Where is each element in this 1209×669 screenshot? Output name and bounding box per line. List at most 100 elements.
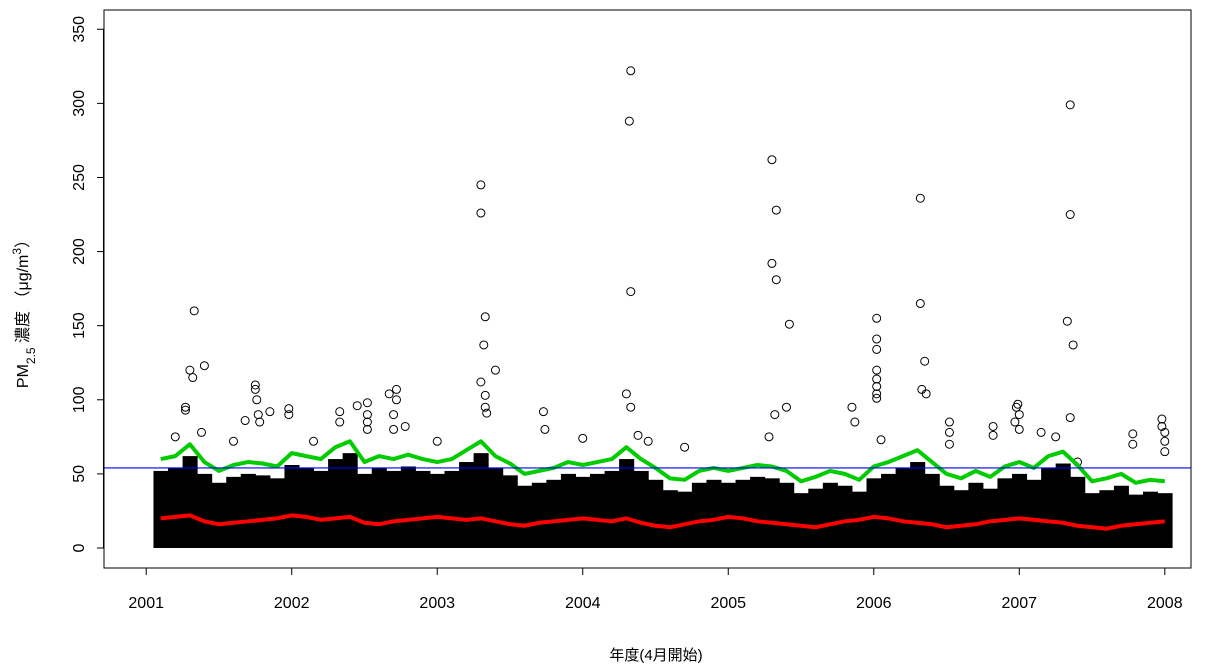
point	[400, 421, 410, 431]
point	[578, 433, 588, 443]
dense-band	[1084, 493, 1100, 548]
dense-band	[1128, 494, 1144, 548]
point	[1068, 340, 1078, 350]
dense-band	[808, 488, 824, 548]
point	[188, 373, 198, 383]
dense-band	[1012, 473, 1028, 548]
dense-band	[1099, 490, 1115, 548]
point	[1051, 432, 1061, 442]
y-tick-label: 100	[71, 386, 88, 413]
point	[643, 436, 653, 446]
point	[284, 410, 294, 420]
point	[480, 312, 490, 322]
point	[229, 436, 239, 446]
y-tick-label: 50	[71, 465, 88, 483]
dense-band	[400, 466, 416, 548]
dense-band	[837, 485, 853, 548]
point	[432, 436, 442, 446]
dense-band	[473, 453, 489, 548]
dense-band	[429, 473, 446, 548]
point	[309, 436, 319, 446]
dense-band	[197, 473, 213, 548]
point	[626, 402, 636, 412]
point	[781, 402, 791, 412]
y-axis-label-part: 2.5	[24, 347, 38, 364]
dense-band	[357, 473, 373, 548]
point	[771, 275, 781, 285]
x-tick-label: 2007	[1001, 595, 1037, 612]
point	[1065, 210, 1075, 220]
dense-band	[691, 482, 707, 548]
point	[872, 381, 882, 391]
point	[850, 417, 860, 427]
point	[872, 393, 882, 403]
y-axis-label-part: 3	[10, 248, 24, 255]
dense-band	[517, 485, 533, 548]
dense-band	[1113, 485, 1129, 548]
point	[1014, 410, 1024, 420]
point	[362, 417, 372, 427]
dense-band	[1157, 493, 1173, 548]
point	[362, 410, 372, 420]
point	[252, 395, 262, 405]
dense-band	[502, 475, 518, 548]
point	[482, 408, 492, 418]
dense-band	[895, 467, 911, 548]
point	[476, 208, 486, 218]
point	[621, 389, 631, 399]
dense-band	[822, 482, 838, 548]
point	[538, 407, 548, 417]
point	[352, 401, 362, 411]
point	[624, 116, 634, 126]
point	[189, 306, 199, 316]
dense-band	[750, 476, 766, 548]
point	[872, 365, 882, 375]
dense-band	[793, 493, 809, 548]
dense-band	[590, 473, 606, 548]
dense-band	[240, 473, 256, 548]
dense-band	[953, 490, 969, 548]
y-tick-label: 0	[71, 543, 88, 552]
point	[479, 340, 489, 350]
point	[920, 356, 930, 366]
dense-band	[342, 453, 358, 548]
x-tick-label: 2002	[274, 595, 310, 612]
point	[921, 389, 931, 399]
point	[389, 424, 399, 434]
point	[335, 417, 345, 427]
dense-band	[604, 470, 620, 548]
y-axis-label: PM2.5 濃度 （μg/m3）	[10, 232, 38, 388]
point	[476, 377, 486, 387]
point	[915, 193, 925, 203]
dense-band	[968, 482, 984, 548]
dense-band	[182, 456, 198, 548]
point	[1065, 100, 1075, 110]
point	[944, 427, 954, 437]
dense-band	[488, 467, 504, 548]
y-tick-label: 150	[71, 312, 88, 339]
point	[196, 427, 206, 437]
dense-band	[560, 473, 576, 548]
dense-band	[764, 478, 780, 548]
point	[626, 287, 636, 297]
point	[391, 384, 401, 394]
point	[362, 424, 372, 434]
point	[944, 417, 954, 427]
y-axis-label-part: PM	[15, 364, 32, 388]
series-line	[160, 513, 1166, 531]
dense-band	[633, 470, 649, 548]
x-tick-label: 2001	[128, 595, 164, 612]
point	[764, 432, 774, 442]
point	[250, 380, 260, 390]
dense-band	[255, 475, 271, 548]
point	[770, 410, 780, 420]
point	[476, 180, 486, 190]
point	[1160, 436, 1170, 446]
dense-band	[546, 479, 562, 548]
point	[633, 430, 643, 440]
dense-band	[735, 479, 751, 548]
point	[384, 389, 394, 399]
y-tick-label: 300	[71, 90, 88, 117]
x-axis-label: 年度(4月開始)	[609, 647, 702, 664]
point	[250, 384, 260, 394]
